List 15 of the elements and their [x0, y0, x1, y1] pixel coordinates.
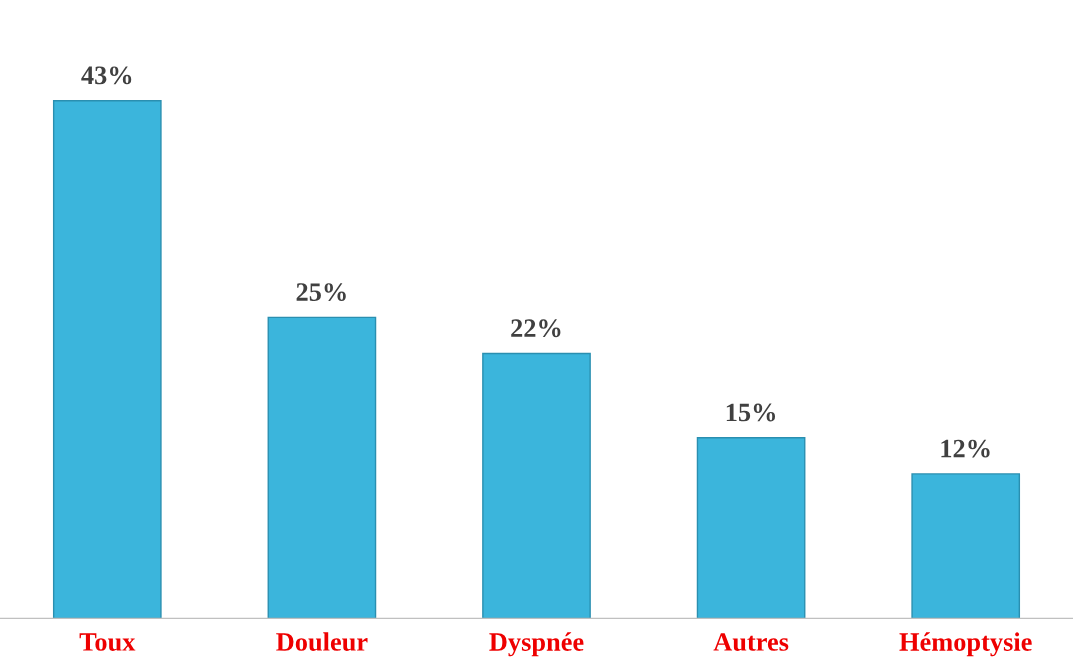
data-label: 12% — [941, 439, 990, 458]
bar — [52, 99, 162, 619]
data-label: 25% — [296, 283, 346, 302]
x-tick-label: Toux — [79, 633, 136, 651]
bar — [911, 473, 1021, 619]
x-tick-label: Hémoptysie — [899, 632, 1032, 657]
x-tick-label: Autres — [713, 633, 789, 651]
bar — [696, 437, 806, 619]
data-label: 43% — [81, 66, 132, 85]
x-tick-label: Douleur — [276, 632, 368, 651]
bar — [482, 352, 591, 619]
data-label: 22% — [511, 319, 561, 338]
bar — [267, 316, 377, 619]
data-label: 15% — [726, 403, 776, 422]
x-tick-label: Dyspnée — [489, 632, 584, 657]
